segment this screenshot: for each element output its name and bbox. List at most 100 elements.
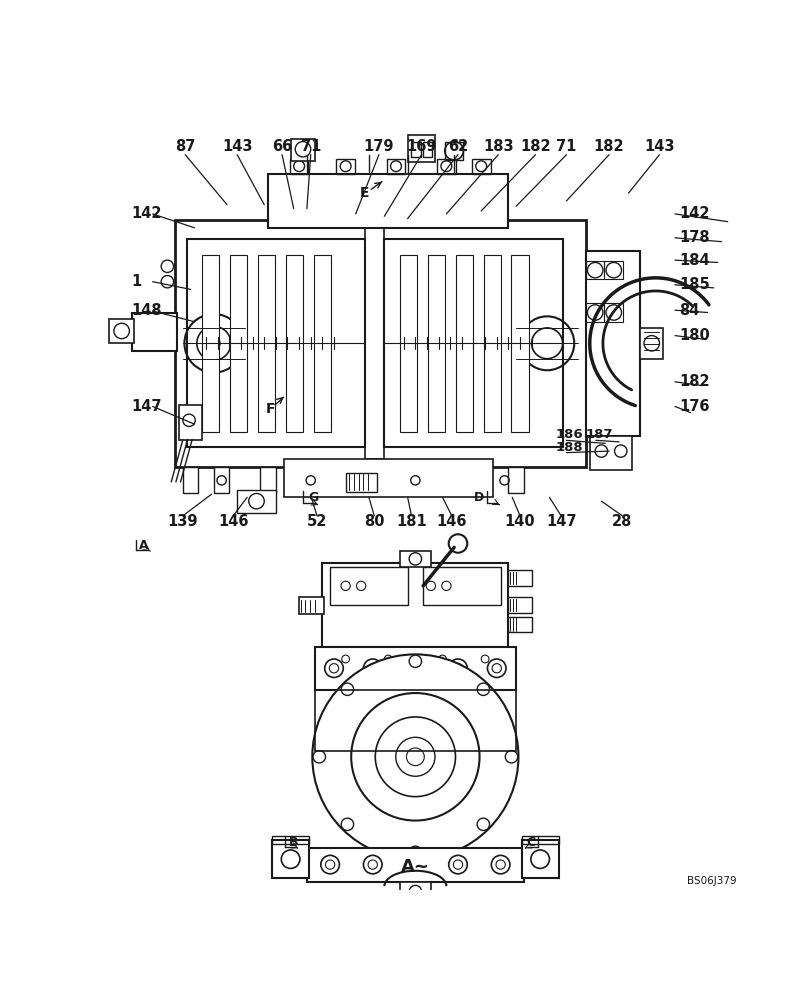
- Circle shape: [477, 818, 489, 830]
- Bar: [109, 319, 134, 343]
- Bar: [455, 255, 472, 432]
- Text: 80: 80: [363, 514, 384, 529]
- Bar: [521, 836, 558, 844]
- Text: 146: 146: [436, 514, 466, 529]
- Text: 182: 182: [678, 374, 709, 389]
- Bar: [483, 255, 500, 432]
- Text: 147: 147: [131, 399, 161, 414]
- Bar: [336, 158, 354, 174]
- Bar: [272, 840, 309, 878]
- Text: 87: 87: [175, 139, 195, 154]
- Bar: [436, 158, 455, 174]
- Text: 28: 28: [611, 514, 632, 529]
- Text: 182: 182: [520, 139, 550, 154]
- Text: 140: 140: [504, 514, 534, 529]
- Bar: [283, 459, 492, 497]
- Bar: [330, 567, 407, 605]
- Text: BS06J379: BS06J379: [686, 876, 736, 886]
- Text: 142: 142: [678, 206, 709, 221]
- Bar: [132, 312, 178, 351]
- Bar: [586, 303, 603, 322]
- Text: E: E: [360, 186, 369, 200]
- Text: 1: 1: [131, 274, 141, 289]
- Bar: [407, 135, 434, 162]
- Text: 84: 84: [678, 303, 698, 318]
- Circle shape: [341, 683, 353, 695]
- Bar: [357, 466, 372, 493]
- Circle shape: [281, 850, 299, 868]
- Text: 176: 176: [678, 399, 709, 414]
- Bar: [386, 158, 405, 174]
- Text: 181: 181: [396, 514, 427, 529]
- Circle shape: [530, 850, 549, 868]
- Bar: [511, 255, 528, 432]
- Bar: [345, 473, 376, 492]
- Bar: [230, 255, 247, 432]
- Bar: [399, 551, 431, 567]
- Bar: [586, 261, 603, 279]
- Bar: [469, 466, 484, 493]
- Text: 187: 187: [586, 428, 612, 441]
- Bar: [291, 139, 314, 161]
- Circle shape: [312, 654, 517, 859]
- Text: 146: 146: [217, 514, 248, 529]
- Circle shape: [341, 818, 353, 830]
- Bar: [290, 158, 308, 174]
- Circle shape: [448, 855, 466, 874]
- Circle shape: [409, 655, 421, 667]
- Text: 185: 185: [678, 277, 709, 292]
- Bar: [298, 597, 324, 614]
- Bar: [589, 436, 632, 470]
- Bar: [322, 563, 508, 647]
- Text: A: A: [139, 539, 148, 552]
- Text: 186: 186: [555, 428, 582, 441]
- Bar: [508, 570, 531, 586]
- Bar: [399, 882, 431, 902]
- Text: 183: 183: [483, 139, 513, 154]
- Bar: [187, 239, 365, 447]
- Bar: [307, 466, 322, 493]
- Circle shape: [329, 664, 338, 673]
- Bar: [285, 255, 303, 432]
- Bar: [213, 466, 229, 493]
- Bar: [508, 597, 531, 613]
- Text: B: B: [289, 836, 298, 849]
- Bar: [272, 836, 309, 844]
- Bar: [508, 617, 531, 632]
- Circle shape: [409, 846, 421, 858]
- Bar: [603, 261, 622, 279]
- Circle shape: [491, 855, 509, 874]
- Text: 143: 143: [643, 139, 674, 154]
- Bar: [202, 255, 219, 432]
- Bar: [603, 303, 622, 322]
- Bar: [411, 142, 420, 157]
- Bar: [427, 255, 444, 432]
- Text: 66: 66: [272, 139, 292, 154]
- Bar: [365, 228, 384, 459]
- Text: 184: 184: [678, 253, 709, 268]
- Circle shape: [326, 668, 504, 845]
- Bar: [639, 328, 663, 359]
- Bar: [307, 848, 523, 882]
- Text: 52: 52: [307, 514, 327, 529]
- Bar: [508, 466, 523, 493]
- Text: 169: 169: [406, 139, 436, 154]
- Bar: [399, 255, 416, 432]
- Bar: [175, 220, 586, 466]
- Text: 178: 178: [678, 230, 709, 245]
- Text: 148: 148: [131, 303, 161, 318]
- Bar: [314, 690, 516, 751]
- Text: 147: 147: [545, 514, 576, 529]
- Bar: [586, 251, 639, 436]
- Circle shape: [491, 664, 500, 673]
- Text: F: F: [265, 402, 275, 416]
- Text: 71: 71: [300, 139, 320, 154]
- Bar: [423, 567, 500, 605]
- Text: 179: 179: [363, 139, 393, 154]
- Bar: [521, 840, 558, 878]
- Bar: [415, 466, 431, 493]
- Circle shape: [363, 855, 382, 874]
- Bar: [314, 647, 516, 690]
- Bar: [314, 255, 331, 432]
- Text: A~: A~: [401, 858, 429, 876]
